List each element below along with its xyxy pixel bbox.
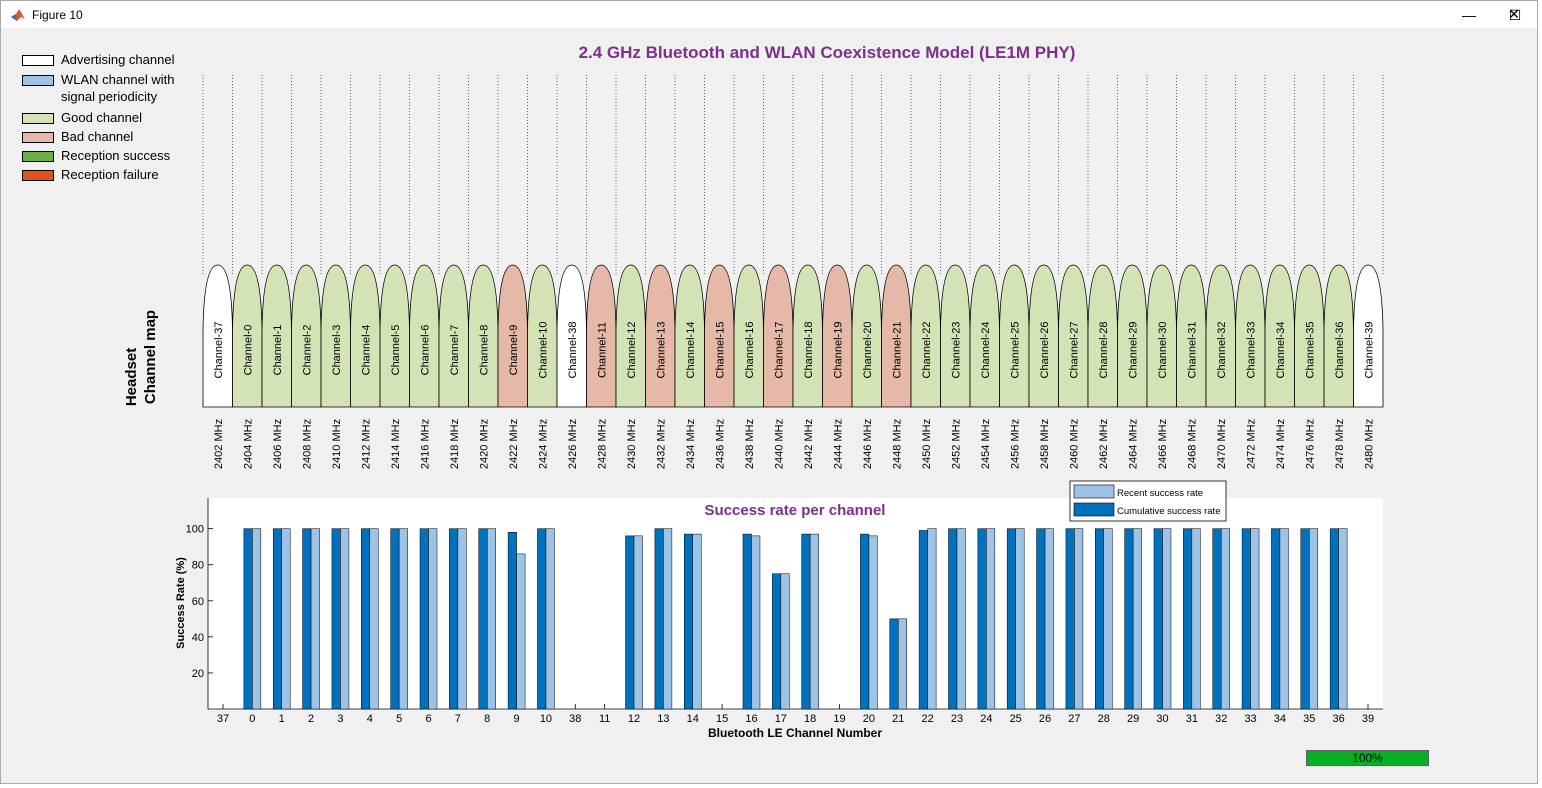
legend-label-line2: signal periodicity (61, 89, 158, 104)
maximize-icon: ☐ (1508, 6, 1522, 23)
close-icon: ✕ (1508, 5, 1520, 22)
legend-label: WLAN channel with (61, 72, 175, 87)
legend-swatch (22, 151, 54, 162)
close-button[interactable]: ✕ (1492, 0, 1536, 28)
figure-canvas (1, 28, 1536, 782)
title-bar[interactable]: Figure 10 — ☐ (1, 1, 1537, 29)
maximize-button[interactable]: ☐ (1492, 1, 1538, 29)
legend-label: Bad channel (61, 129, 134, 144)
legend-label: Good channel (61, 110, 142, 125)
legend-label: Reception success (61, 148, 171, 163)
legend-swatch (22, 170, 54, 181)
window-title: Figure 10 (32, 8, 83, 22)
progress-bar: 100% (1306, 750, 1429, 766)
legend-swatch (22, 75, 54, 86)
matlab-icon (11, 9, 25, 21)
progress-label: 100% (1352, 751, 1383, 765)
legend-swatch (22, 113, 54, 124)
legend-label: Reception failure (61, 167, 159, 182)
minimize-button[interactable]: — (1446, 1, 1492, 29)
figure-title: 2.4 GHz Bluetooth and WLAN Coexistence M… (578, 43, 1076, 62)
minimize-icon: — (1462, 7, 1476, 23)
legend-label: Advertising channel (61, 52, 175, 67)
legend-swatch (22, 132, 54, 143)
legend-swatch (22, 55, 54, 66)
progress-fill (1307, 751, 1428, 765)
